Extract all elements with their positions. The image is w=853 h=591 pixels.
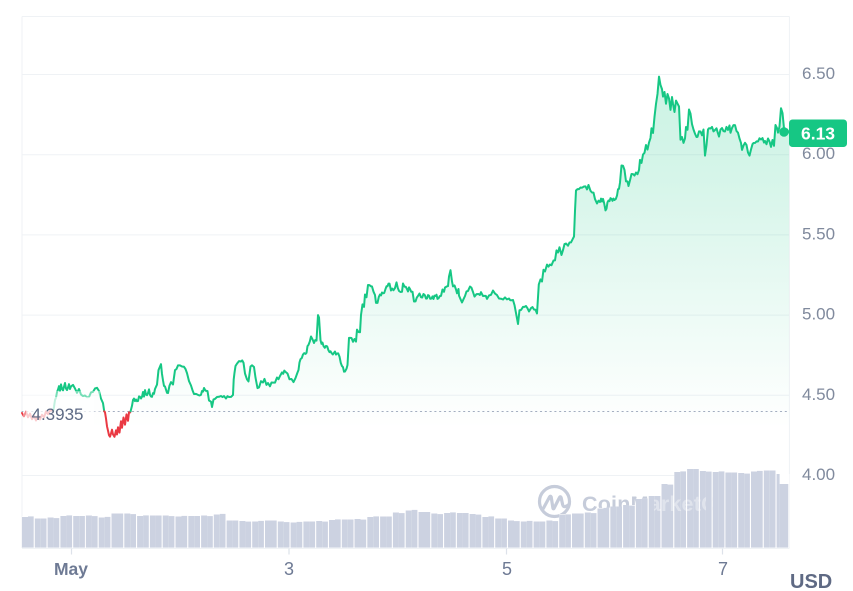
svg-text:5.50: 5.50 (802, 224, 835, 243)
svg-text:3: 3 (284, 559, 294, 579)
svg-text:5.00: 5.00 (802, 305, 835, 324)
svg-text:6.00: 6.00 (802, 144, 835, 163)
svg-text:6.13: 6.13 (801, 124, 835, 144)
svg-text:7: 7 (718, 559, 728, 579)
svg-text:4.00: 4.00 (802, 465, 835, 484)
svg-text:4.50: 4.50 (802, 385, 835, 404)
svg-text:May: May (54, 559, 88, 579)
svg-text:USD: USD (790, 571, 832, 591)
svg-text:5: 5 (502, 559, 512, 579)
svg-text:6.50: 6.50 (802, 64, 835, 83)
svg-text:4.3935: 4.3935 (32, 405, 84, 424)
svg-text:CoinMarketCap: CoinMarketCap (582, 492, 742, 516)
